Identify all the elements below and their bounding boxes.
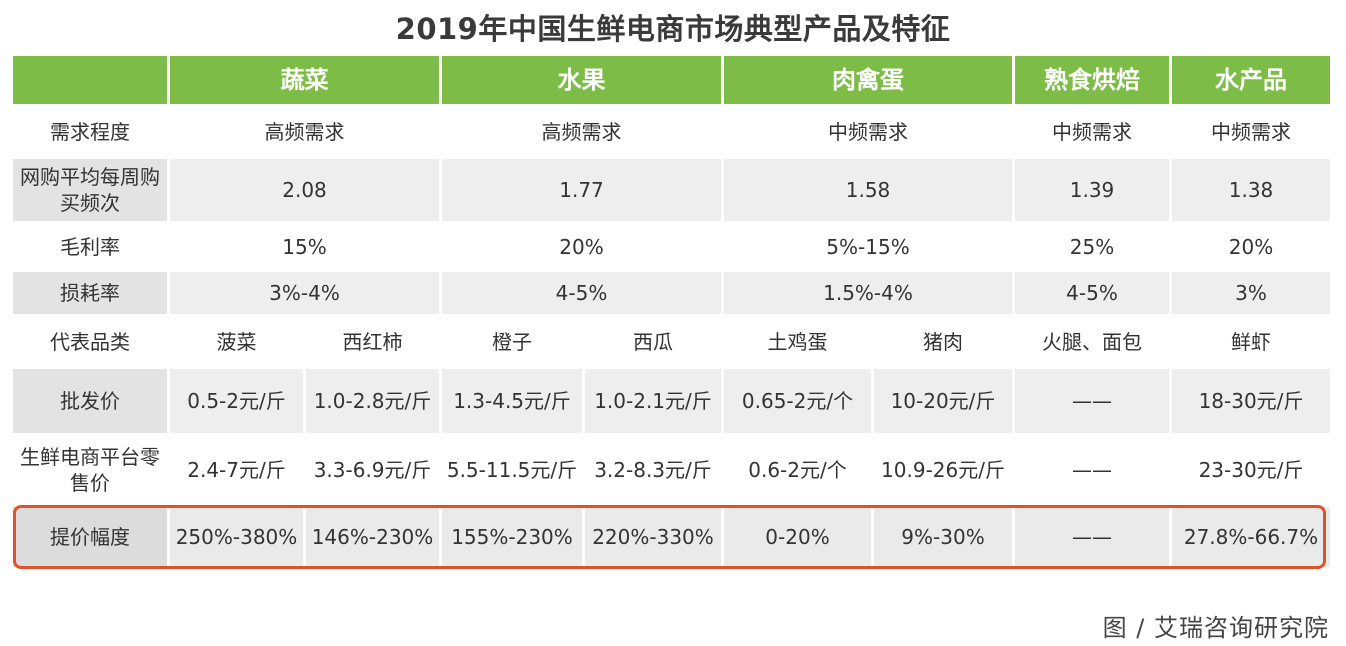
header-meat-poultry-egg: 肉禽蛋: [724, 56, 1015, 108]
table-cell: 20%: [442, 225, 724, 272]
header-row: 蔬菜 水果 肉禽蛋 熟食烘焙 水产品: [13, 56, 1330, 108]
table-row: 代表品类 菠菜 西红柿 橙子 西瓜 土鸡蛋 猪肉 火腿、面包 鲜虾: [13, 318, 1330, 369]
table-cell: 0.5-2元/斤: [170, 369, 306, 437]
header-fruit: 水果: [442, 56, 724, 108]
table-cell: ——: [1015, 437, 1172, 507]
table-cell: 中频需求: [1015, 108, 1172, 159]
row-label: 提价幅度: [13, 507, 170, 571]
table-cell: 0-20%: [724, 507, 874, 571]
table-row-highlighted: 提价幅度 250%-380% 146%-230% 155%-230% 220%-…: [13, 507, 1330, 571]
table-cell: 1.0-2.1元/斤: [585, 369, 724, 437]
table-cell: 10.9-26元/斤: [874, 437, 1015, 507]
table-cell: 146%-230%: [306, 507, 442, 571]
row-label: 网购平均每周购买频次: [13, 159, 170, 225]
table-cell: 2.4-7元/斤: [170, 437, 306, 507]
table-cell: 中频需求: [1172, 108, 1330, 159]
table-cell: 23-30元/斤: [1172, 437, 1330, 507]
table-cell: 25%: [1015, 225, 1172, 272]
table-row: 毛利率 15% 20% 5%-15% 25% 20%: [13, 225, 1330, 272]
table-cell: 20%: [1172, 225, 1330, 272]
table-cell: 4-5%: [442, 272, 724, 318]
table-cell: 1.58: [724, 159, 1015, 225]
table-cell: 250%-380%: [170, 507, 306, 571]
table-cell: 1.39: [1015, 159, 1172, 225]
table-cell: 220%-330%: [585, 507, 724, 571]
table-cell: 1.38: [1172, 159, 1330, 225]
table-cell: 中频需求: [724, 108, 1015, 159]
table-cell: 鲜虾: [1172, 318, 1330, 369]
table-cell: 9%-30%: [874, 507, 1015, 571]
table-cell: 15%: [170, 225, 442, 272]
table-cell: 1.0-2.8元/斤: [306, 369, 442, 437]
table-cell: 高频需求: [442, 108, 724, 159]
source-caption: 图 / 艾瑞咨询研究院: [1102, 614, 1329, 642]
table-cell: 0.65-2元/个: [724, 369, 874, 437]
table-cell: 27.8%-66.7%: [1172, 507, 1330, 571]
header-vegetables: 蔬菜: [170, 56, 442, 108]
table-row: 网购平均每周购买频次 2.08 1.77 1.58 1.39 1.38: [13, 159, 1330, 225]
table-cell: 4-5%: [1015, 272, 1172, 318]
table-cell: 西红柿: [306, 318, 442, 369]
row-label: 毛利率: [13, 225, 170, 272]
table-cell: 5.5-11.5元/斤: [442, 437, 585, 507]
table-cell: 3%: [1172, 272, 1330, 318]
table-row: 需求程度 高频需求 高频需求 中频需求 中频需求 中频需求: [13, 108, 1330, 159]
page-title: 2019年中国生鲜电商市场典型产品及特征: [395, 12, 951, 46]
table-cell: 3%-4%: [170, 272, 442, 318]
table-row: 损耗率 3%-4% 4-5% 1.5%-4% 4-5% 3%: [13, 272, 1330, 318]
row-label: 生鲜电商平台零售价: [13, 437, 170, 507]
product-table: 蔬菜 水果 肉禽蛋 熟食烘焙 水产品 需求程度 高频需求 高频需求 中频需求 中…: [13, 56, 1330, 571]
table-cell: 3.2-8.3元/斤: [585, 437, 724, 507]
table-cell: 1.3-4.5元/斤: [442, 369, 585, 437]
table-row: 批发价 0.5-2元/斤 1.0-2.8元/斤 1.3-4.5元/斤 1.0-2…: [13, 369, 1330, 437]
table-cell: 0.6-2元/个: [724, 437, 874, 507]
table-cell: 1.77: [442, 159, 724, 225]
table-row: 生鲜电商平台零售价 2.4-7元/斤 3.3-6.9元/斤 5.5-11.5元/…: [13, 437, 1330, 507]
table-cell: 5%-15%: [724, 225, 1015, 272]
table-cell: 高频需求: [170, 108, 442, 159]
row-label: 代表品类: [13, 318, 170, 369]
header-corner: [13, 56, 170, 108]
table-cell: 1.5%-4%: [724, 272, 1015, 318]
table-cell: 土鸡蛋: [724, 318, 874, 369]
table-cell: 3.3-6.9元/斤: [306, 437, 442, 507]
header-aquatic: 水产品: [1172, 56, 1330, 108]
table-cell: 火腿、面包: [1015, 318, 1172, 369]
table-cell: 猪肉: [874, 318, 1015, 369]
header-deli-bakery: 熟食烘焙: [1015, 56, 1172, 108]
row-label: 批发价: [13, 369, 170, 437]
table-cell: ——: [1015, 507, 1172, 571]
table-cell: 菠菜: [170, 318, 306, 369]
row-label: 需求程度: [13, 108, 170, 159]
table-cell: 2.08: [170, 159, 442, 225]
row-label: 损耗率: [13, 272, 170, 318]
table-cell: 155%-230%: [442, 507, 585, 571]
table-cell: ——: [1015, 369, 1172, 437]
table-cell: 橙子: [442, 318, 585, 369]
table-cell: 10-20元/斤: [874, 369, 1015, 437]
table-cell: 18-30元/斤: [1172, 369, 1330, 437]
table-cell: 西瓜: [585, 318, 724, 369]
